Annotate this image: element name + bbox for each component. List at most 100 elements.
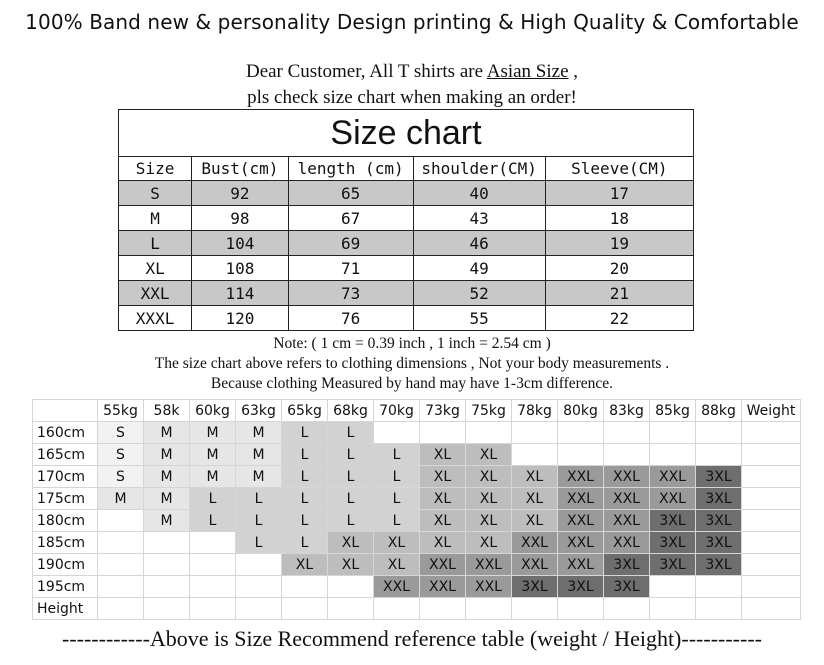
recommend-size-cell — [649, 597, 696, 620]
recommend-size-cell: XL — [327, 531, 374, 554]
recommend-size-cell — [189, 575, 236, 598]
recommend-size-cell — [649, 443, 696, 466]
measurement-notes: Note: ( 1 cm = 0.39 inch , 1 inch = 2.54… — [0, 334, 824, 394]
weight-header-cell: 63kg — [235, 399, 282, 422]
recommend-size-cell: L — [327, 421, 374, 444]
recommend-size-cell — [603, 597, 650, 620]
recommend-size-cell — [741, 553, 801, 576]
recommend-size-cell: XXL — [557, 531, 604, 554]
size-chart-cell: 71 — [287, 255, 414, 281]
recommend-size-cell: XL — [511, 487, 558, 510]
recommend-size-cell: L — [373, 487, 420, 510]
recommend-size-cell: XL — [465, 531, 512, 554]
size-chart-row: S 92 65 40 17 — [117, 180, 695, 206]
recommend-size-cell: XXL — [557, 487, 604, 510]
recommend-size-cell — [143, 553, 190, 576]
recommend-size-cell: XXL — [419, 553, 466, 576]
recommend-size-cell — [373, 597, 420, 620]
size-chart-cell: XL — [117, 255, 193, 281]
recommend-height-row: 175cm M M L L L L L XL XL XL XXL XXL XXL 3XL — [32, 487, 801, 510]
height-header-cell: 195cm — [32, 575, 98, 598]
customer-notice-line2: pls check size chart when making an orde… — [247, 87, 577, 108]
recommend-size-cell: L — [281, 487, 328, 510]
weight-header-cell: Weight — [741, 399, 801, 422]
recommend-size-cell — [465, 421, 512, 444]
recommend-size-cell: L — [235, 531, 282, 554]
difference-note: Because clothing Measured by hand may ha… — [210, 375, 614, 392]
banner-title: 100% Band new & personality Design print… — [25, 10, 799, 34]
recommend-height-row: Height — [32, 597, 801, 620]
size-chart-cell: M — [117, 205, 193, 231]
recommend-size-cell: XXL — [649, 487, 696, 510]
recommend-size-cell: 3XL — [695, 531, 742, 554]
recommend-size-cell: XXL — [557, 465, 604, 488]
recommend-size-cell: L — [281, 443, 328, 466]
recommend-height-row: 190cm XL XL XL XXL XXL XXL XXL 3XL 3XL 3XL — [32, 553, 801, 576]
recommend-size-cell — [281, 575, 328, 598]
recommend-size-cell — [97, 597, 144, 620]
recommend-size-cell: M — [189, 421, 236, 444]
size-chart-cell: 92 — [191, 180, 289, 206]
recommend-size-cell — [741, 443, 801, 466]
size-recommend-table: 55kg 58k 60kg 63kg 65kg 68kg 70kg 73kg 75kg 78kg 8… — [32, 399, 801, 620]
corner-cell — [32, 399, 98, 422]
recommend-size-cell: XXL — [511, 531, 558, 554]
weight-header-cell: 70kg — [373, 399, 420, 422]
recommend-size-cell: XL — [419, 531, 466, 554]
recommend-size-cell: 3XL — [649, 553, 696, 576]
recommend-size-cell: M — [143, 443, 190, 466]
size-chart-cell: 73 — [287, 280, 414, 306]
recommend-size-cell: 3XL — [695, 553, 742, 576]
size-chart-cell: 17 — [544, 180, 695, 206]
size-chart-header-cell: Bust(cm) — [191, 156, 289, 181]
recommend-size-cell: L — [327, 443, 374, 466]
asian-size-text: Asian Size — [486, 61, 569, 82]
size-chart-header-cell: Size — [117, 156, 193, 181]
recommend-size-cell — [603, 421, 650, 444]
recommend-size-cell — [373, 421, 420, 444]
recommend-size-cell: XXL — [603, 531, 650, 554]
weight-header-cell: 73kg — [419, 399, 466, 422]
recommend-size-cell — [189, 597, 236, 620]
recommend-size-cell: XL — [465, 509, 512, 532]
size-chart-cell: 55 — [412, 305, 546, 331]
weight-header-cell: 75kg — [465, 399, 512, 422]
recommend-size-cell: M — [143, 465, 190, 488]
size-chart-cell: 18 — [544, 205, 695, 231]
recommend-size-cell: L — [235, 487, 282, 510]
recommend-size-cell — [143, 597, 190, 620]
recommend-size-cell: M — [235, 421, 282, 444]
recommend-size-cell — [97, 509, 144, 532]
notice-text-end: , — [568, 61, 579, 82]
recommend-size-cell — [327, 597, 374, 620]
recommend-size-cell: XXL — [465, 575, 512, 598]
size-chart-cell: 43 — [412, 205, 546, 231]
size-chart-cell: XXXL — [117, 305, 193, 331]
size-chart-header-row: Size Bust(cm) length (cm) shoulder(CM) Sleev… — [117, 156, 695, 181]
size-chart-cell: 49 — [412, 255, 546, 281]
recommend-size-cell: 3XL — [603, 553, 650, 576]
recommend-size-cell: S — [97, 421, 144, 444]
recommend-size-cell: L — [327, 487, 374, 510]
height-header-cell: 165cm — [32, 443, 98, 466]
recommend-size-cell: M — [143, 509, 190, 532]
recommend-size-cell — [327, 575, 374, 598]
size-chart-cell: 67 — [287, 205, 414, 231]
recommend-size-cell: M — [143, 487, 190, 510]
recommend-size-cell — [465, 597, 512, 620]
recommend-size-cell: XXL — [557, 509, 604, 532]
weight-header-cell: 58k — [143, 399, 190, 422]
recommend-size-cell: XXL — [603, 465, 650, 488]
recommend-size-cell — [511, 443, 558, 466]
recommend-size-cell — [741, 509, 801, 532]
size-chart-cell: 22 — [544, 305, 695, 331]
size-chart-cell: 76 — [287, 305, 414, 331]
size-chart-cell: 114 — [191, 280, 289, 306]
height-header-cell: 170cm — [32, 465, 98, 488]
recommend-size-cell: XXL — [465, 553, 512, 576]
size-chart-cell: 40 — [412, 180, 546, 206]
recommend-size-cell: XL — [465, 465, 512, 488]
recommend-size-cell — [189, 531, 236, 554]
weight-header-cell: 65kg — [281, 399, 328, 422]
recommend-size-cell: L — [373, 509, 420, 532]
